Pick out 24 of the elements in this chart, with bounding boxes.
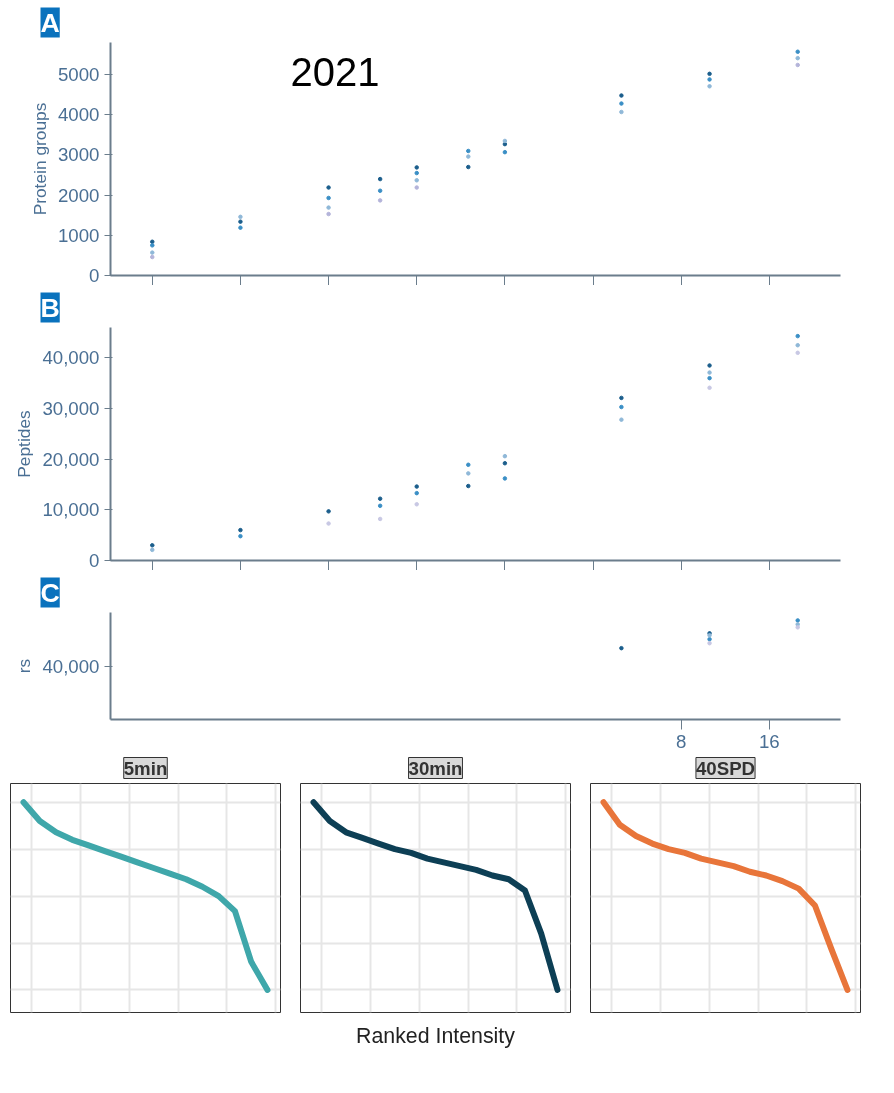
y-tick-label: 0 bbox=[89, 265, 100, 286]
chart-title: C bbox=[40, 577, 60, 608]
chart-title: 30min bbox=[408, 757, 463, 779]
y-axis-title: Protein groups bbox=[30, 102, 50, 216]
y-tick-label: 4000 bbox=[58, 104, 100, 126]
y-tick-label: 30,000 bbox=[42, 398, 100, 420]
y-axis-title: rs bbox=[14, 658, 35, 674]
y-tick-label: 0 bbox=[89, 550, 100, 571]
y-tick-label: 40,000 bbox=[42, 347, 100, 369]
chart-title: 5min bbox=[123, 757, 168, 779]
y-tick-label: 1000 bbox=[58, 224, 100, 246]
chart-title: 40SPD bbox=[695, 757, 756, 779]
y-tick-label: 10,000 bbox=[42, 499, 100, 521]
y-tick-label: 5000 bbox=[58, 64, 100, 86]
chart-title: B bbox=[40, 292, 60, 323]
y-axis-title: Peptides bbox=[14, 409, 35, 478]
y-tick-label: 2000 bbox=[58, 184, 100, 206]
y-tick-label: 3000 bbox=[58, 144, 100, 166]
x-tick-label: 16 bbox=[758, 730, 780, 752]
chart-title: A bbox=[40, 7, 60, 38]
x-tick-label: 8 bbox=[675, 730, 687, 752]
x-axis-title: Ranked Intensity bbox=[356, 1023, 516, 1048]
y-tick-label: 20,000 bbox=[42, 448, 100, 470]
annotation: 2021 bbox=[290, 49, 380, 94]
